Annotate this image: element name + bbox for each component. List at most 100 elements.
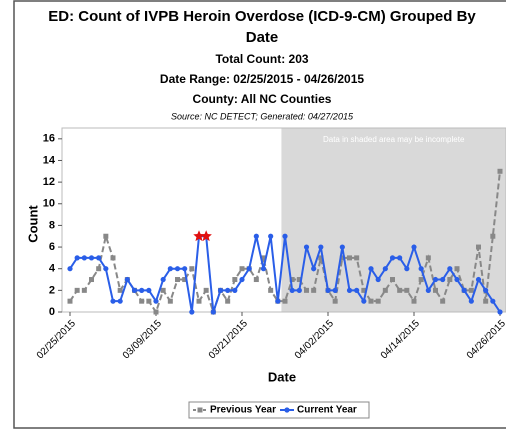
point: [347, 255, 352, 261]
point: [296, 287, 302, 293]
point: [354, 255, 360, 261]
point: [225, 298, 231, 304]
point: [483, 287, 489, 293]
point: [160, 276, 166, 283]
point: [253, 277, 259, 283]
shade-label: Data in shaded area may be incomplete: [323, 135, 465, 144]
point: [483, 298, 489, 304]
point: [139, 298, 145, 304]
point: [182, 277, 188, 283]
point: [246, 266, 252, 272]
legend-label: Previous Year: [210, 405, 276, 416]
alert-star: [200, 230, 212, 242]
point: [397, 255, 403, 261]
point: [497, 309, 503, 315]
point: [210, 309, 216, 315]
point: [74, 255, 80, 261]
point: [389, 255, 396, 261]
point: [311, 287, 317, 293]
point: [96, 266, 102, 272]
chart-title: ED: Count of IVPB Heroin Overdose (ICD-9…: [48, 8, 476, 25]
point: [289, 287, 295, 293]
point: [67, 266, 73, 272]
y-tick-label: 12: [43, 176, 55, 188]
point: [418, 266, 424, 272]
subtitle: Total Count: 203: [215, 52, 308, 66]
point: [103, 233, 109, 239]
point: [67, 298, 73, 304]
point: [131, 287, 138, 293]
point: [89, 277, 94, 283]
point: [239, 266, 245, 272]
point: [189, 266, 195, 272]
point: [282, 298, 288, 304]
legend-box: [188, 401, 370, 419]
y-tick-label: 4: [49, 263, 56, 275]
subtitle: County: All NC Counties: [193, 92, 332, 106]
point: [332, 287, 338, 293]
point: [160, 287, 166, 293]
source: Source: NC DETECT; Generated: 04/27/2015: [171, 111, 354, 121]
subtitle: Date Range: 02/25/2015 - 04/26/2015: [160, 72, 364, 86]
alert-star: [193, 230, 205, 242]
y-tick-label: 8: [49, 219, 55, 231]
point: [332, 298, 338, 304]
point: [74, 287, 80, 293]
point: [490, 298, 496, 304]
point: [203, 287, 209, 293]
point: [354, 287, 360, 293]
point: [124, 276, 130, 283]
point: [361, 287, 367, 293]
point: [96, 255, 102, 261]
point: [261, 255, 266, 261]
point: [325, 287, 331, 293]
point: [440, 276, 446, 283]
point: [318, 244, 324, 250]
point: [346, 287, 353, 293]
point: [368, 298, 374, 304]
point: [375, 298, 381, 304]
point: [390, 277, 395, 283]
point: [382, 266, 388, 272]
y-tick-label: 10: [43, 198, 55, 210]
point: [404, 287, 410, 293]
y-tick-label: 0: [49, 306, 55, 318]
legend-marker: [197, 407, 203, 413]
point: [411, 244, 417, 250]
point: [189, 309, 195, 315]
point: [497, 168, 503, 174]
y-tick-label: 14: [43, 154, 56, 166]
point: [282, 233, 288, 239]
point: [275, 298, 281, 304]
point: [382, 287, 388, 293]
point: [461, 287, 467, 293]
point: [375, 276, 381, 283]
point: [174, 266, 181, 272]
legend-marker: [284, 407, 290, 413]
point: [339, 244, 345, 250]
point: [468, 287, 474, 293]
point: [411, 298, 417, 304]
point: [153, 298, 159, 304]
point: [268, 287, 274, 293]
point: [139, 287, 145, 293]
point: [361, 298, 367, 304]
point: [289, 277, 295, 283]
point: [432, 276, 439, 283]
point: [110, 255, 116, 261]
point: [117, 298, 123, 304]
point: [167, 298, 173, 304]
point: [425, 287, 431, 293]
y-tick-label: 16: [43, 133, 55, 145]
plot-border: [61, 127, 506, 313]
x-axis-label: Date: [268, 369, 296, 384]
point: [490, 233, 496, 239]
point: [88, 255, 95, 261]
point: [454, 276, 460, 283]
point: [468, 298, 474, 304]
point: [425, 255, 431, 261]
point: [268, 233, 274, 239]
chart-title: Date: [246, 29, 279, 46]
point: [454, 266, 460, 272]
